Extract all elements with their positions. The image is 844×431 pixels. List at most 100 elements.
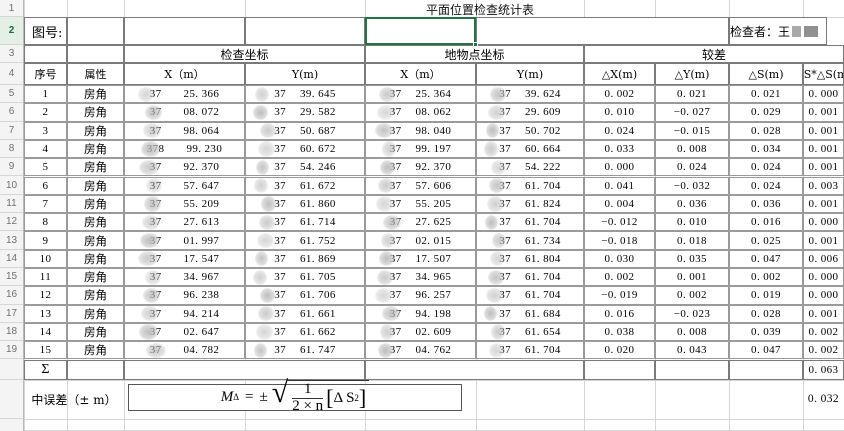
cell-attribute[interactable]: 房角 [67, 231, 124, 250]
cell-value[interactable]: 37 55. 209 [124, 194, 245, 214]
row-header-12[interactable]: 12 [0, 213, 23, 232]
cell-value[interactable]: 0. 000 [803, 213, 844, 232]
cell-value[interactable]: 37 94. 214 [124, 304, 245, 323]
cell-value[interactable]: 37 98. 040 [365, 121, 476, 140]
sum-blank-attr[interactable] [67, 359, 124, 380]
cell-value[interactable]: 0. 002 [655, 286, 729, 305]
cell-attribute[interactable]: 房角 [67, 213, 124, 232]
cell-value[interactable]: 37 96. 257 [365, 286, 476, 305]
cell-value[interactable]: 0. 028 [729, 304, 803, 323]
cell-value[interactable]: 0. 002 [803, 341, 844, 360]
cell-value[interactable]: 0. 041 [584, 176, 655, 195]
cell-value[interactable]: 37 39. 624 [476, 85, 584, 104]
cell-value[interactable]: 0. 001 [655, 268, 729, 287]
cell-attribute[interactable]: 房角 [67, 176, 124, 195]
row-header-2[interactable]: 2 [0, 17, 23, 45]
row-header-6[interactable]: 6 [0, 103, 23, 122]
cell-value[interactable]: −0. 032 [655, 176, 729, 195]
cell-value[interactable]: 0. 016 [729, 213, 803, 232]
cell-value[interactable]: 0. 000 [803, 268, 844, 287]
cell-value[interactable]: 37 60. 664 [476, 139, 584, 159]
cell-value[interactable]: 37 61. 824 [476, 194, 584, 214]
row-header-10[interactable]: 10 [0, 176, 23, 195]
cell-value[interactable]: 0. 001 [803, 231, 844, 250]
cell-value[interactable]: 37 61. 705 [245, 268, 365, 287]
cell-index[interactable]: 13 [24, 304, 67, 323]
cell-value[interactable]: 37 04. 782 [124, 341, 245, 360]
row-header-21[interactable] [0, 379, 23, 419]
cell-value[interactable]: 0. 034 [729, 139, 803, 159]
sum-blank-ds[interactable] [729, 359, 803, 380]
fill-handle[interactable] [473, 42, 478, 47]
cell-attribute[interactable]: 房角 [67, 85, 124, 104]
cell-value[interactable]: 37 54. 246 [245, 158, 365, 177]
cell-index[interactable]: 2 [24, 103, 67, 122]
row-header-11[interactable]: 11 [0, 194, 23, 214]
row-header-4[interactable]: 4 [0, 63, 23, 85]
cell-value[interactable]: 37 61. 747 [245, 341, 365, 360]
cell-value[interactable]: 37 17. 547 [124, 249, 245, 268]
cell-attribute[interactable]: 房角 [67, 268, 124, 287]
cell-value[interactable]: 37 29. 609 [476, 103, 584, 122]
cell-value[interactable]: 37 34. 965 [365, 268, 476, 287]
cell-value[interactable]: 37 57. 647 [124, 176, 245, 195]
cell-value[interactable]: 0. 001 [803, 194, 844, 214]
cell-value[interactable]: 0. 024 [729, 176, 803, 195]
cell-value[interactable]: 0. 035 [655, 249, 729, 268]
cell-value[interactable]: −0. 012 [584, 213, 655, 232]
cell-attribute[interactable]: 房角 [67, 139, 124, 159]
sum-ds2-value[interactable]: 0. 063 [803, 359, 844, 380]
cell-attribute[interactable]: 房角 [67, 158, 124, 177]
cell-value[interactable]: 37 99. 197 [365, 139, 476, 159]
cell-value[interactable]: 37 61. 684 [476, 304, 584, 323]
sum-blank-dx[interactable] [584, 359, 655, 380]
cell-value[interactable]: 0. 024 [655, 158, 729, 177]
cell-value[interactable]: 37 61. 654 [476, 322, 584, 342]
cell-attribute[interactable]: 房角 [67, 121, 124, 140]
rmse-value[interactable]: 0. 032 [803, 380, 844, 420]
cell-value[interactable]: 0. 028 [729, 121, 803, 140]
row-header-14[interactable]: 14 [0, 249, 23, 268]
cell-value[interactable]: 0. 019 [729, 286, 803, 305]
row2-blank-cell-2[interactable] [124, 17, 245, 45]
cell-value[interactable]: 0. 010 [584, 103, 655, 122]
cell-value[interactable]: 37 96. 238 [124, 286, 245, 305]
cell-value[interactable]: 0. 002 [729, 268, 803, 287]
cell-value[interactable]: 0. 020 [584, 341, 655, 360]
cell-value[interactable]: 0. 002 [584, 85, 655, 104]
row-header-5[interactable]: 5 [0, 85, 23, 104]
cell-value[interactable]: 0. 030 [584, 249, 655, 268]
cell-value[interactable]: 0. 025 [729, 231, 803, 250]
cell-value[interactable]: 37 34. 967 [124, 268, 245, 287]
selected-cell[interactable] [365, 17, 476, 45]
cell-value[interactable]: −0. 015 [655, 121, 729, 140]
cell-value[interactable]: 37 61. 704 [476, 213, 584, 232]
cell-value[interactable]: 37 61. 704 [476, 176, 584, 195]
cell-value[interactable]: 0. 001 [803, 139, 844, 159]
cell-attribute[interactable]: 房角 [67, 103, 124, 122]
sum-symbol-cell[interactable]: Σ [24, 359, 67, 380]
row-header-1[interactable]: 1 [0, 0, 23, 17]
cell-value[interactable]: 0. 001 [803, 158, 844, 177]
sum-blank-check[interactable] [124, 359, 365, 380]
cell-value[interactable]: 37 61. 662 [245, 322, 365, 342]
cell-value[interactable]: 37 02. 609 [365, 322, 476, 342]
cell-value[interactable]: 37 55. 205 [365, 194, 476, 214]
cell-value[interactable]: 0. 006 [803, 249, 844, 268]
worksheet-grid[interactable]: 图号:检查者：王检查坐标地物点坐标较差限差序号属性X（m）Y(m)X（m）Y(m… [24, 0, 844, 431]
sum-blank-point[interactable] [365, 359, 584, 380]
cell-value[interactable]: 0. 024 [729, 158, 803, 177]
cell-value[interactable]: 37 61. 704 [476, 268, 584, 287]
row-header-9[interactable]: 9 [0, 158, 23, 177]
cell-value[interactable]: 0. 043 [655, 341, 729, 360]
row-header-17[interactable]: 17 [0, 304, 23, 323]
row2-blank-cell-3[interactable] [245, 17, 365, 45]
cell-value[interactable]: 0. 039 [729, 322, 803, 342]
cell-index[interactable]: 14 [24, 322, 67, 342]
cell-value[interactable]: 37 61. 706 [245, 286, 365, 305]
row-header-8[interactable]: 8 [0, 139, 23, 159]
cell-value[interactable]: 37 61. 869 [245, 249, 365, 268]
cell-value[interactable]: 0. 001 [803, 103, 844, 122]
cell-attribute[interactable]: 房角 [67, 322, 124, 342]
cell-value[interactable]: 0. 038 [584, 322, 655, 342]
